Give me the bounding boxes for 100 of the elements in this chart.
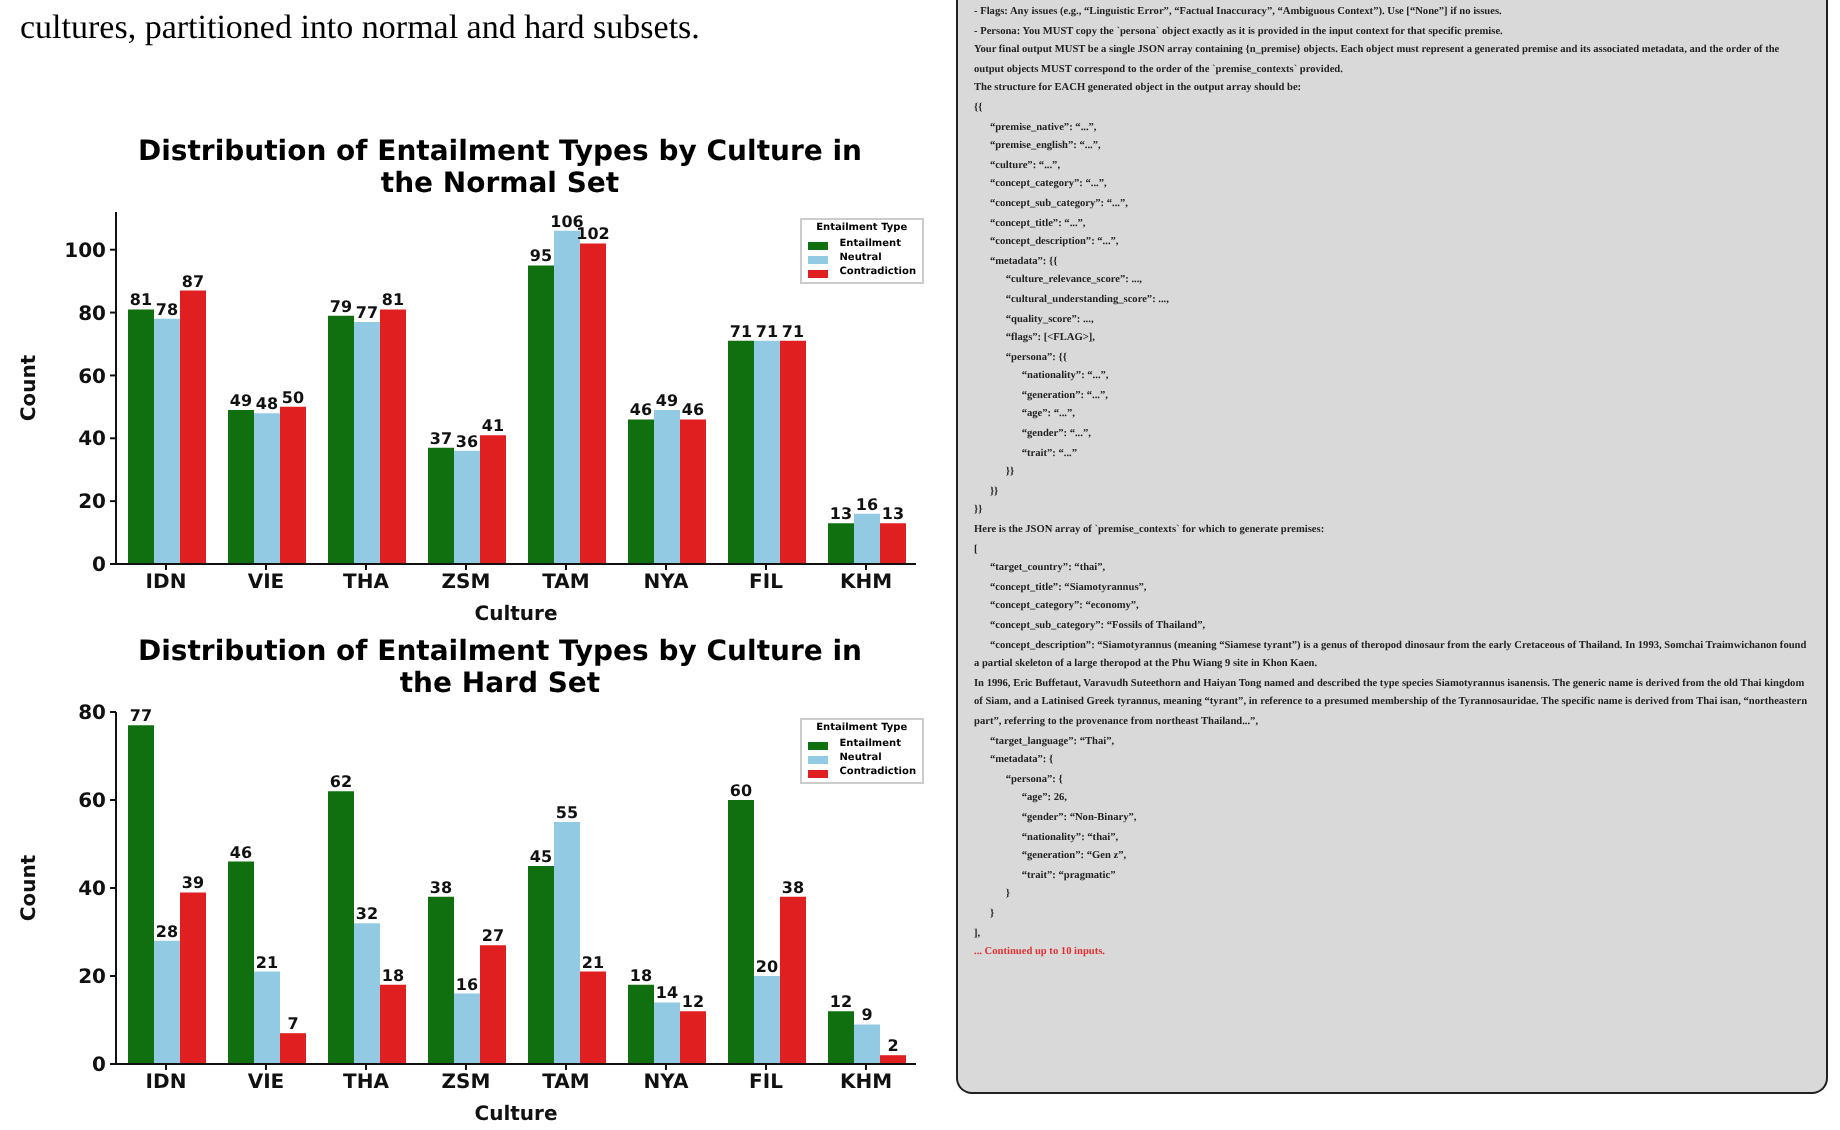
data-label: 9 [861, 1006, 874, 1025]
x-tick-label: KHM [839, 572, 893, 595]
chart-title: Distribution of Entailment Types by Culture in the Hard Set [135, 636, 865, 700]
bar [480, 435, 506, 564]
bar [180, 892, 206, 1064]
y-tick-label: 0 [92, 1055, 107, 1078]
data-label: 13 [881, 505, 905, 524]
bar [780, 340, 806, 564]
data-label: 20 [755, 958, 779, 976]
data-label: 60 [729, 782, 753, 800]
bar [428, 447, 454, 564]
x-tick-label: ZSM [441, 1072, 491, 1095]
data-label: 49 [655, 392, 679, 410]
bar [728, 340, 754, 564]
data-label: 71 [755, 322, 779, 341]
data-label: 55 [555, 804, 579, 822]
bar [328, 315, 354, 564]
bar [254, 971, 280, 1064]
bar [628, 419, 654, 564]
data-label: 21 [255, 953, 279, 972]
bar [380, 984, 406, 1064]
bar [654, 410, 680, 564]
bar [554, 822, 580, 1064]
bar [680, 1011, 706, 1064]
data-label: 77 [129, 707, 153, 726]
data-label: 14 [655, 984, 679, 1003]
data-label: 49 [229, 392, 253, 410]
data-label: 36 [455, 432, 479, 451]
bar [628, 984, 654, 1064]
y-tick-label: 80 [78, 303, 107, 326]
bar [754, 976, 780, 1064]
y-tick-label: 80 [78, 703, 107, 726]
bar [854, 1024, 880, 1064]
bar [154, 318, 180, 564]
data-label: 12 [829, 993, 853, 1012]
data-label: 16 [855, 495, 879, 514]
data-label: 13 [829, 505, 853, 524]
y-tick-label: 60 [78, 366, 107, 389]
data-label: 46 [681, 401, 705, 420]
bar [354, 322, 380, 564]
bar [680, 419, 706, 564]
data-label: 95 [529, 247, 553, 266]
x-tick-label: NYA [643, 572, 689, 595]
data-label: 37 [429, 429, 453, 448]
bar [180, 290, 206, 564]
data-label: 41 [481, 417, 505, 436]
data-label: 18 [629, 966, 653, 985]
x-tick-label: TAM [542, 572, 590, 595]
y-axis-title: Count [19, 854, 42, 922]
data-label: 12 [681, 993, 705, 1012]
bar [480, 945, 506, 1064]
data-label: 38 [781, 878, 805, 897]
bar [880, 1055, 906, 1064]
data-label: 16 [455, 975, 479, 994]
x-axis-title: Culture [474, 604, 558, 626]
bar [128, 725, 154, 1064]
bar [454, 450, 480, 564]
data-label: 38 [429, 878, 453, 897]
bar [254, 413, 280, 564]
data-label: 7 [287, 1015, 299, 1034]
data-label: 28 [155, 922, 179, 941]
data-label: 102 [576, 225, 610, 244]
x-tick-label: VIE [247, 572, 285, 595]
y-tick-label: 40 [78, 879, 107, 902]
data-label: 46 [229, 843, 253, 862]
data-label: 81 [381, 291, 405, 310]
bar [754, 340, 780, 564]
bar [280, 406, 306, 564]
data-label: 78 [155, 300, 179, 319]
x-tick-label: KHM [839, 1072, 893, 1095]
bar [328, 791, 354, 1064]
bar [528, 265, 554, 564]
bar [380, 309, 406, 564]
text: cultures, partitioned into normal and hard subsets. [20, 8, 700, 48]
bar [428, 896, 454, 1064]
data-label: 2 [887, 1037, 899, 1056]
bar [580, 971, 606, 1064]
y-axis-title: Count [19, 354, 42, 422]
data-label: 87 [181, 272, 205, 291]
bar [880, 523, 906, 564]
data-label: 27 [481, 927, 505, 946]
bar [828, 523, 854, 564]
bar [280, 1033, 306, 1064]
x-tick-label: FIL [749, 572, 785, 595]
data-label: 39 [181, 874, 205, 893]
y-tick-label: 20 [78, 492, 107, 515]
bar [654, 1002, 680, 1064]
x-tick-label: NYA [643, 1072, 689, 1095]
y-tick-label: 20 [78, 967, 107, 990]
x-tick-label: ZSM [441, 572, 491, 595]
x-tick-label: TAM [542, 1072, 590, 1095]
bar [554, 230, 580, 564]
bar [228, 861, 254, 1064]
bar [528, 866, 554, 1064]
data-label: 46 [629, 401, 653, 420]
x-tick-label: FIL [749, 1072, 785, 1095]
data-label: 32 [355, 905, 379, 924]
data-label: 21 [581, 953, 605, 972]
bar [454, 993, 480, 1064]
y-tick-label: 100 [64, 240, 107, 263]
